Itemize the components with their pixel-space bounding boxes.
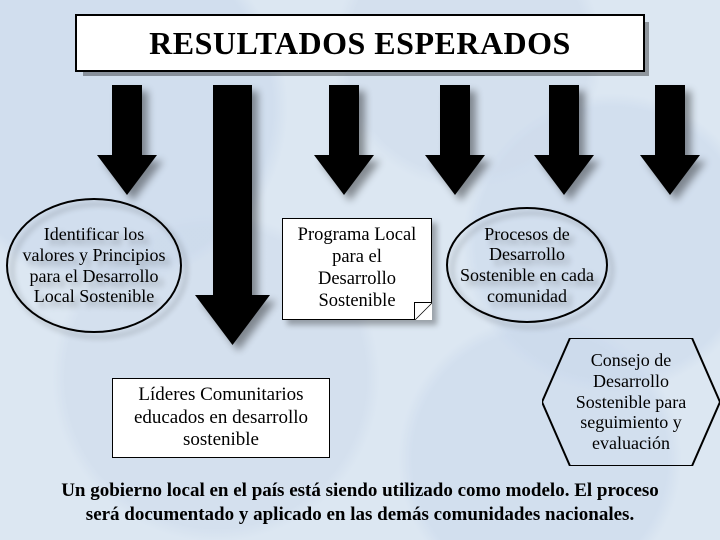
note-programa-text: Programa Local para el Desarrollo Sosten… <box>283 219 431 318</box>
title-box: RESULTADOS ESPERADOS <box>75 14 645 72</box>
rect-lideres: Líderes Comunitarios educados en desarro… <box>112 378 330 458</box>
arrow-6 <box>640 85 700 195</box>
arrow-3 <box>314 85 374 195</box>
arrow-2-long <box>195 85 270 345</box>
arrow-4 <box>425 85 485 195</box>
footer-line2: será documentado y aplicado en las demás… <box>86 504 634 525</box>
note-programa: Programa Local para el Desarrollo Sosten… <box>282 218 432 320</box>
rect-lideres-text: Líderes Comunitarios educados en desarro… <box>113 378 329 458</box>
arrow-1 <box>97 85 157 195</box>
note-fold-icon <box>414 302 432 320</box>
ellipse-procesos-text: Procesos de Desarrollo Sostenible en cad… <box>448 220 606 311</box>
ellipse-procesos: Procesos de Desarrollo Sostenible en cad… <box>446 207 608 323</box>
footer-text: Un gobierno local en el país está siendo… <box>0 479 720 528</box>
footer-line1: Un gobierno local en el país está siendo… <box>61 480 659 501</box>
title-text: RESULTADOS ESPERADOS <box>149 25 571 62</box>
hex-consejo-text: Consejo de Desarrollo Sostenible para se… <box>542 346 720 457</box>
arrow-5 <box>534 85 594 195</box>
hex-consejo: Consejo de Desarrollo Sostenible para se… <box>542 338 720 466</box>
ellipse-identificar: Identificar los valores y Principios par… <box>6 198 182 333</box>
ellipse-identificar-text: Identificar los valores y Principios par… <box>8 220 180 311</box>
